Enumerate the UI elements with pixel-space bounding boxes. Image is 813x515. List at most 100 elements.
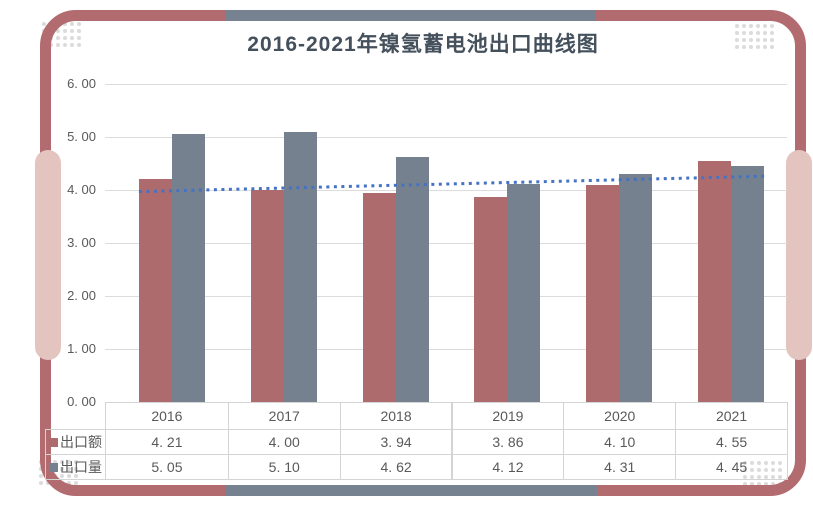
- value-cell-出口量: 4. 62: [339, 454, 453, 480]
- dot: [39, 474, 43, 478]
- dot: [756, 45, 760, 49]
- dot: [742, 24, 746, 28]
- gridline: [105, 83, 787, 85]
- dot: [750, 461, 754, 465]
- dot: [757, 468, 761, 472]
- bar-出口量-2020: [619, 173, 653, 402]
- value-cell-出口量: 4. 12: [451, 454, 565, 480]
- dot: [757, 475, 761, 479]
- dot: [749, 38, 753, 42]
- gridline: [105, 136, 787, 138]
- y-axis-tick-label: 5. 00: [67, 129, 96, 144]
- legend-swatch: [49, 462, 58, 472]
- x-axis-year-cell: 2018: [339, 402, 453, 430]
- bar-出口额-2019: [474, 197, 508, 402]
- legend-swatch: [49, 437, 58, 447]
- value-cell-出口量: 5. 10: [227, 454, 341, 480]
- dot: [742, 31, 746, 35]
- dot: [756, 24, 760, 28]
- value-cell-出口量: 4. 31: [563, 454, 677, 480]
- dot: [749, 24, 753, 28]
- gridline: [105, 189, 787, 191]
- chart-title: 2016-2021年镍氢蓄电池出口曲线图: [247, 33, 599, 56]
- dot: [743, 475, 747, 479]
- y-axis-tick-label: 1. 00: [67, 341, 96, 356]
- y-axis-tick-label: 3. 00: [67, 235, 96, 250]
- dot: [77, 36, 81, 40]
- dot: [743, 468, 747, 472]
- dot: [764, 468, 768, 472]
- bar-出口额-2018: [362, 193, 396, 402]
- x-axis-year-cell: 2019: [451, 402, 565, 430]
- dot: [749, 45, 753, 49]
- y-axis-tick-label: 0. 00: [67, 394, 96, 409]
- dot: [39, 481, 43, 485]
- dot: [770, 45, 774, 49]
- value-cell-出口量: 4. 45: [675, 454, 788, 480]
- dot: [757, 461, 761, 465]
- legend-cell-出口额: 出口额: [45, 429, 106, 455]
- side-pill-left: [35, 150, 61, 360]
- dot: [742, 45, 746, 49]
- y-axis-tick-label: 2. 00: [67, 288, 96, 303]
- dot: [74, 467, 78, 471]
- dot: [763, 31, 767, 35]
- y-axis-tick-label: 4. 00: [67, 182, 96, 197]
- value-cell-出口额: 4. 10: [563, 429, 677, 455]
- dot: [735, 38, 739, 42]
- dot: [763, 38, 767, 42]
- x-axis-year-cell: 2016: [105, 402, 229, 430]
- value-cell-出口量: 5. 05: [105, 454, 229, 480]
- dot: [74, 481, 78, 485]
- dot: [756, 38, 760, 42]
- value-cell-出口额: 4. 21: [105, 429, 229, 455]
- x-axis-year-cell: 2020: [563, 402, 677, 430]
- side-pill-right: [786, 150, 812, 360]
- dot: [750, 475, 754, 479]
- bar-出口量-2017: [283, 131, 317, 402]
- dot: [742, 38, 746, 42]
- dot: [735, 31, 739, 35]
- dot: [764, 461, 768, 465]
- dot: [750, 468, 754, 472]
- x-axis-year-cell: 2021: [675, 402, 788, 430]
- value-cell-出口额: 3. 94: [339, 429, 453, 455]
- dot: [756, 31, 760, 35]
- bar-出口额-2017: [250, 190, 284, 402]
- y-axis-tick-label: 6. 00: [67, 76, 96, 91]
- legend-cell-出口量: 出口量: [45, 454, 106, 480]
- value-cell-出口额: 3. 86: [451, 429, 565, 455]
- gridline: [105, 242, 787, 244]
- dot: [42, 22, 46, 26]
- value-cell-出口额: 4. 00: [227, 429, 341, 455]
- dot: [764, 475, 768, 479]
- legend-label: 出口额: [60, 434, 102, 450]
- dot: [764, 482, 768, 486]
- dot: [749, 31, 753, 35]
- dot: [750, 482, 754, 486]
- bar-出口量-2016: [171, 134, 205, 402]
- bar-出口量-2018: [395, 157, 429, 402]
- dot: [763, 24, 767, 28]
- chart-card: 2016-2021年镍氢蓄电池出口曲线图 0. 00 1. 00 2. 00 3. 0…: [45, 21, 795, 485]
- dot: [74, 474, 78, 478]
- dot: [74, 460, 78, 464]
- frame-accent-bottom: [225, 485, 597, 496]
- dot: [763, 45, 767, 49]
- dot: [77, 22, 81, 26]
- value-cell-出口额: 4. 55: [675, 429, 788, 455]
- x-axis-year-cell: 2017: [227, 402, 341, 430]
- bar-出口额-2016: [138, 178, 172, 402]
- dot: [743, 482, 747, 486]
- dot: [735, 24, 739, 28]
- dot: [77, 29, 81, 33]
- dot: [757, 482, 761, 486]
- frame-accent-top: [225, 10, 595, 21]
- gridline: [105, 348, 787, 350]
- dot: [735, 45, 739, 49]
- bar-出口量-2019: [507, 183, 541, 402]
- gridline: [105, 295, 787, 297]
- dot: [77, 43, 81, 47]
